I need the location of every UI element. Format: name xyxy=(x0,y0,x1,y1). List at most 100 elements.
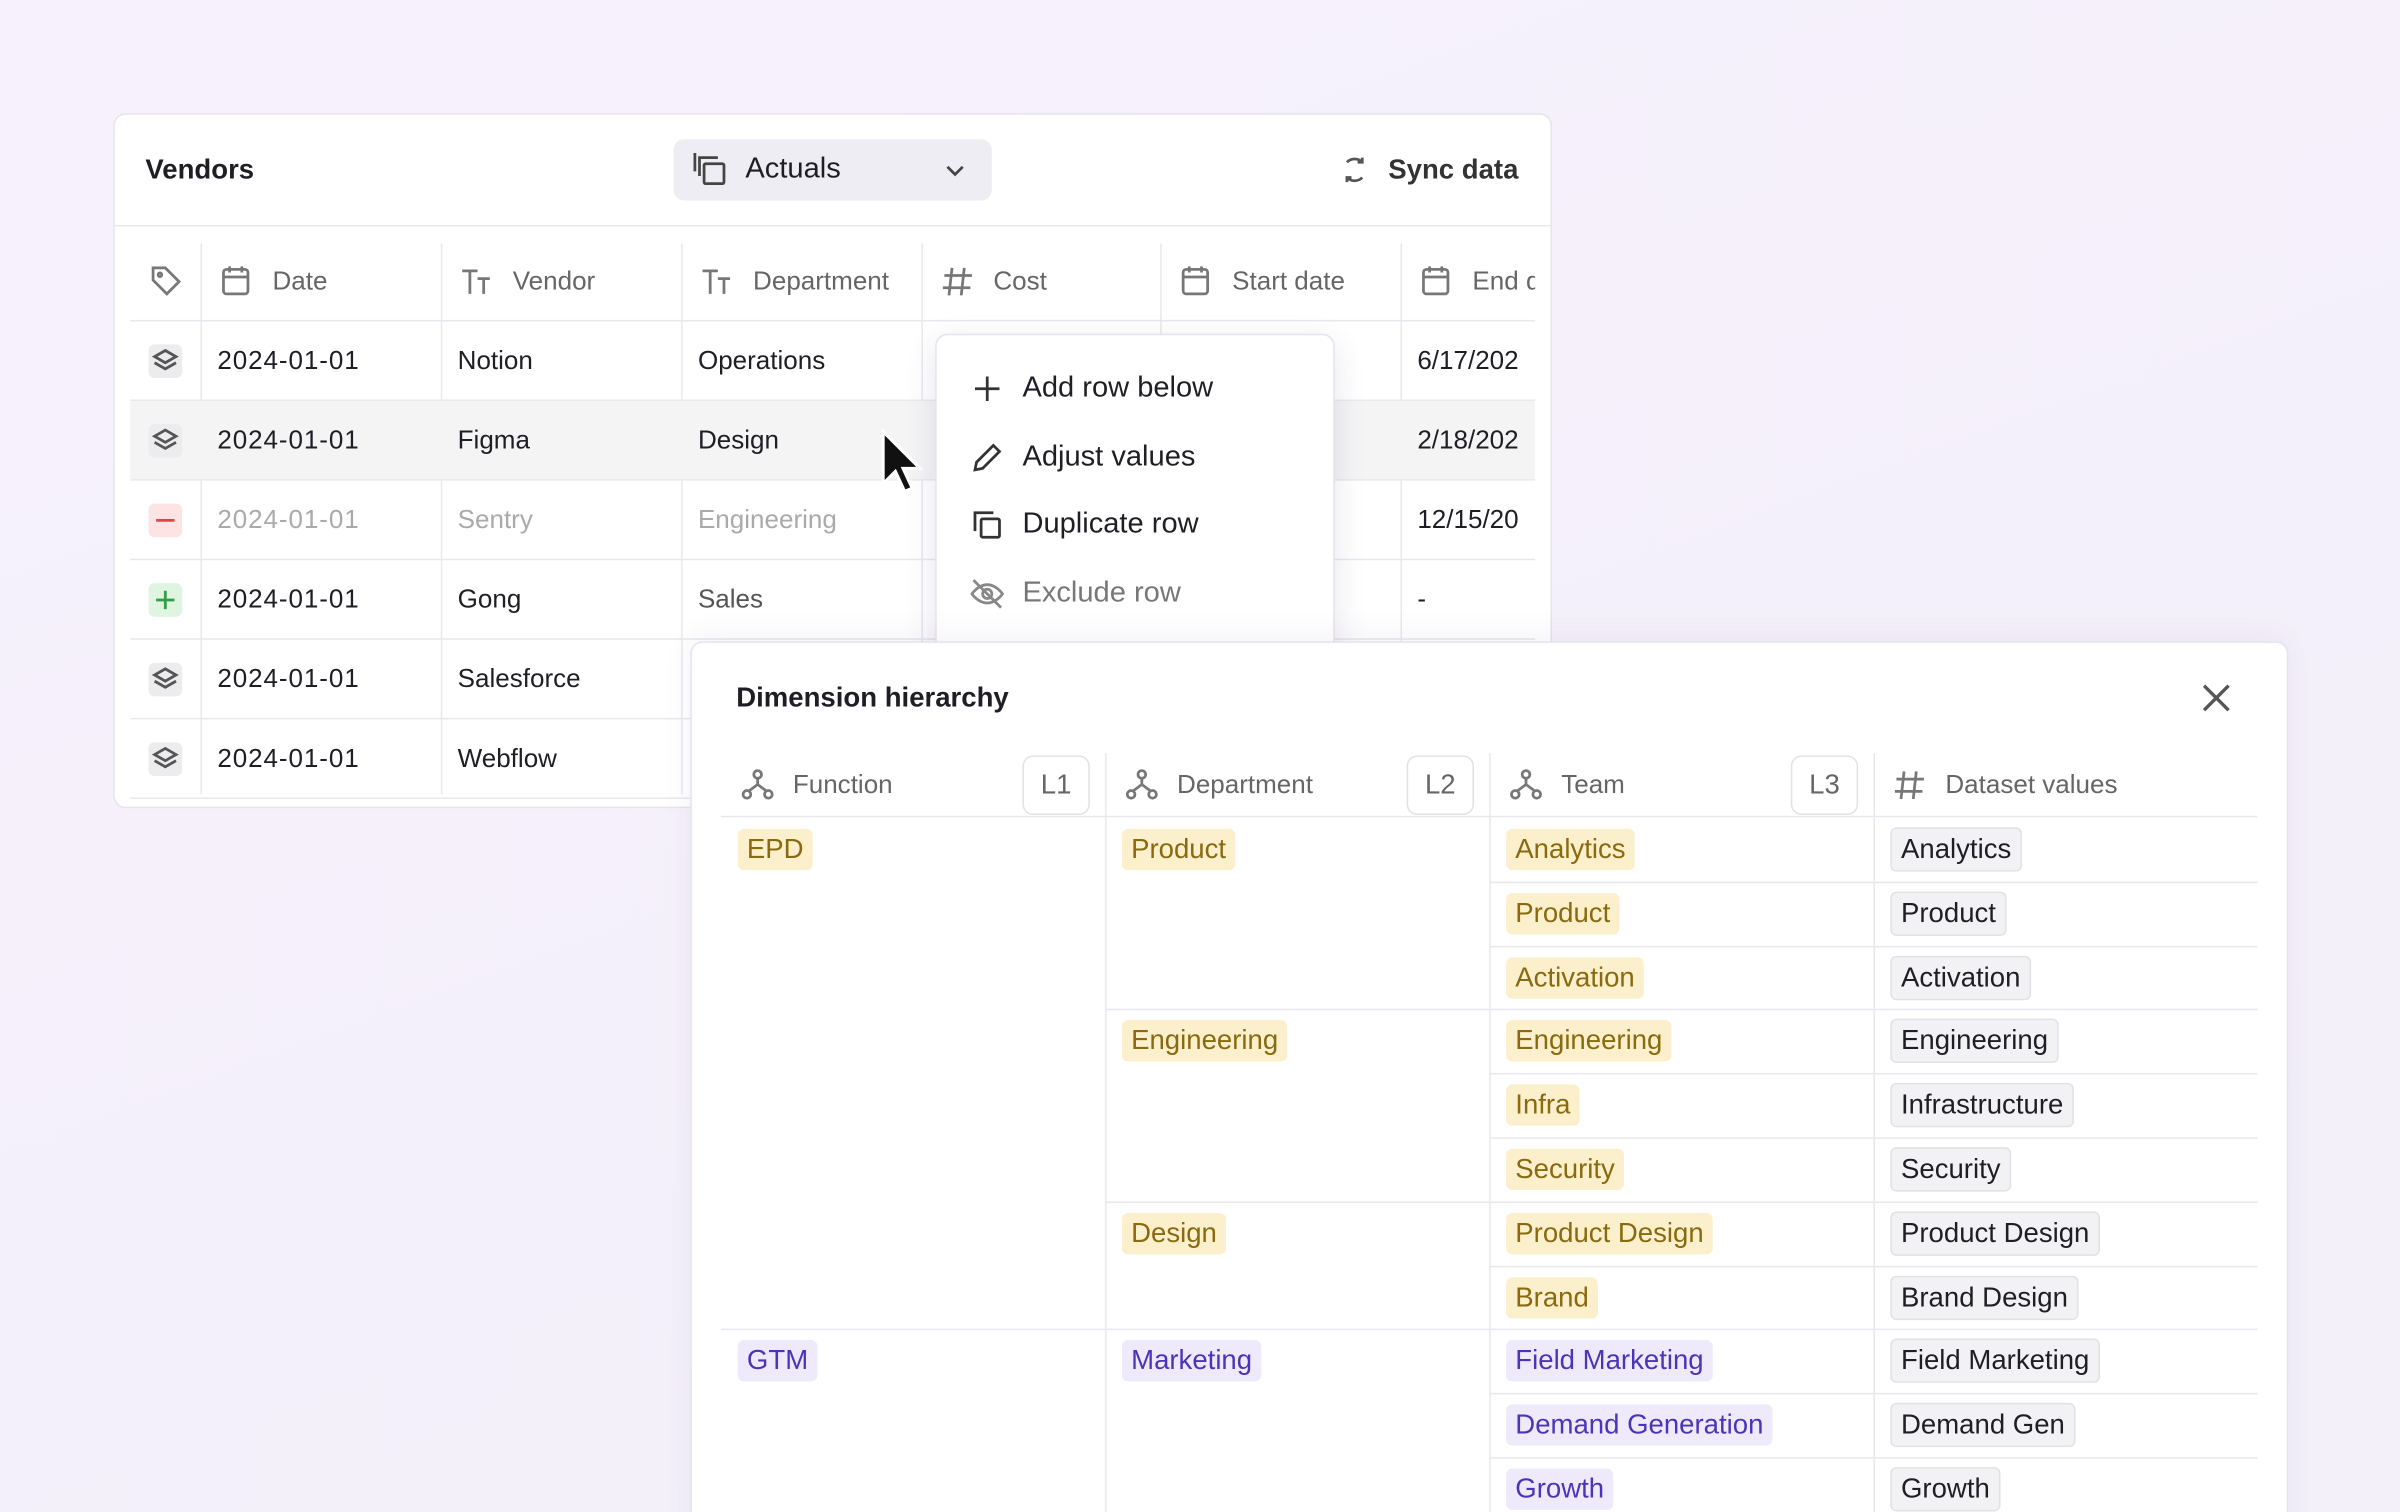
menu-item-label: Add row below xyxy=(1022,371,1214,405)
cell: Operations xyxy=(697,345,826,375)
cell: 2024-01-01 xyxy=(217,345,360,375)
menu-item[interactable]: Adjust values xyxy=(949,426,1321,487)
team-tag: Infra xyxy=(1506,1084,1580,1127)
row-divider xyxy=(130,479,1536,481)
icon xyxy=(148,662,183,697)
row-divider xyxy=(1489,1265,2258,1267)
icon xyxy=(942,267,972,296)
icon xyxy=(462,269,490,294)
card-title: Vendors xyxy=(145,153,255,185)
column-divider xyxy=(1873,753,1875,1512)
menu-item[interactable]: Add row below xyxy=(949,358,1321,419)
row-divider xyxy=(1105,1201,2258,1203)
icon xyxy=(1422,266,1450,296)
icon xyxy=(148,583,183,617)
icon xyxy=(148,423,183,458)
vendor-table: Date Vendor Department Cost Start date End d 2… xyxy=(130,243,1536,806)
sync-button[interactable]: Sync data xyxy=(1336,142,1535,197)
team-tag: Product Design xyxy=(1506,1212,1713,1255)
team-tag: Engineering xyxy=(1506,1020,1672,1063)
menu-item-label: Exclude row xyxy=(1022,576,1181,609)
row-divider xyxy=(130,319,1536,322)
level-badge: L2 xyxy=(1406,755,1475,816)
cell: 2024-01-01 xyxy=(217,584,360,614)
menu-item[interactable]: Exclude row xyxy=(949,562,1321,623)
column-divider xyxy=(1105,753,1107,1512)
icon xyxy=(1125,769,1158,800)
icon xyxy=(702,269,731,294)
cell: - xyxy=(1417,584,1427,614)
row-divider xyxy=(1489,1393,2258,1395)
department-tag: Design xyxy=(1121,1212,1227,1255)
divider xyxy=(114,224,1551,227)
cell: 2024-01-01 xyxy=(217,505,360,535)
icon xyxy=(973,442,1002,471)
row-divider xyxy=(1489,1137,2258,1139)
icon xyxy=(148,344,183,379)
icon xyxy=(151,266,182,296)
icon xyxy=(148,503,183,538)
icon xyxy=(970,578,1005,608)
column-header: Vendor xyxy=(512,266,596,296)
menu-item-label: Adjust values xyxy=(1022,440,1196,473)
team-tag: Brand xyxy=(1506,1276,1599,1318)
dataset-value-tag: Product Design xyxy=(1890,1211,2101,1256)
icon xyxy=(741,769,774,800)
cell: Notion xyxy=(457,345,533,375)
row-divider xyxy=(1489,881,2258,883)
row-divider xyxy=(1489,945,2258,947)
column-header: Start date xyxy=(1232,266,1345,296)
icon xyxy=(148,742,183,777)
cell: 2024-01-01 xyxy=(217,743,360,773)
column-divider xyxy=(200,243,203,795)
hierarchy-dialog: Dimension hierarchy Function L1 Department… xyxy=(690,641,2289,1512)
row-divider xyxy=(1489,1457,2258,1459)
dataset-value-tag: Field Marketing xyxy=(1890,1339,2101,1384)
team-tag: Product xyxy=(1506,892,1620,935)
column-header: Department xyxy=(1177,769,1313,799)
column-header: Function xyxy=(792,769,893,799)
row-divider xyxy=(1105,1009,2258,1011)
department-tag: Marketing xyxy=(1121,1340,1262,1382)
cell: Figma xyxy=(457,425,530,455)
icon xyxy=(1894,771,1924,800)
department-tag: Product xyxy=(1121,828,1236,871)
dataset-value-tag: Engineering xyxy=(1890,1019,2059,1064)
team-tag: Growth xyxy=(1506,1468,1614,1510)
column-header: Dataset values xyxy=(1945,769,2118,799)
level-badge: L3 xyxy=(1790,755,1859,816)
close-button[interactable] xyxy=(2199,681,2233,715)
column-header: Date xyxy=(272,266,328,296)
dataset-value-tag: Activation xyxy=(1890,955,2032,1000)
column-header: Department xyxy=(753,266,890,296)
hierarchy-table: Function L1 Department L2 Team L3 Dataset valu… xyxy=(692,643,2287,1512)
dataset-value-tag: Analytics xyxy=(1890,827,2022,872)
dataset-value-tag: Security xyxy=(1890,1147,2012,1192)
icon xyxy=(1181,266,1210,296)
icon xyxy=(973,511,1001,539)
cell: Design xyxy=(697,425,779,455)
cell: Webflow xyxy=(457,743,557,773)
team-tag: Analytics xyxy=(1506,828,1635,871)
dataset-value-tag: Infrastructure xyxy=(1890,1083,2075,1128)
cell: Salesforce xyxy=(457,664,581,694)
view-label: Actuals xyxy=(745,153,841,186)
column-divider xyxy=(681,243,683,795)
column-divider xyxy=(921,243,923,795)
cell: Sales xyxy=(697,584,764,614)
menu-item[interactable]: Duplicate row xyxy=(949,494,1321,555)
cell: Gong xyxy=(457,584,522,614)
cell: Sentry xyxy=(457,505,533,535)
cell: 2/18/202 xyxy=(1417,425,1519,455)
column-header: End d xyxy=(1472,266,1536,296)
function-tag: EPD xyxy=(737,828,813,871)
icon xyxy=(222,266,250,296)
column-header: Team xyxy=(1561,769,1625,799)
team-tag: Demand Generation xyxy=(1506,1404,1773,1446)
column-header: Cost xyxy=(993,266,1047,296)
row-divider xyxy=(130,558,1536,561)
view-dropdown[interactable]: Actuals xyxy=(673,139,992,201)
row-divider xyxy=(720,1329,2258,1331)
team-tag: Activation xyxy=(1506,956,1644,999)
